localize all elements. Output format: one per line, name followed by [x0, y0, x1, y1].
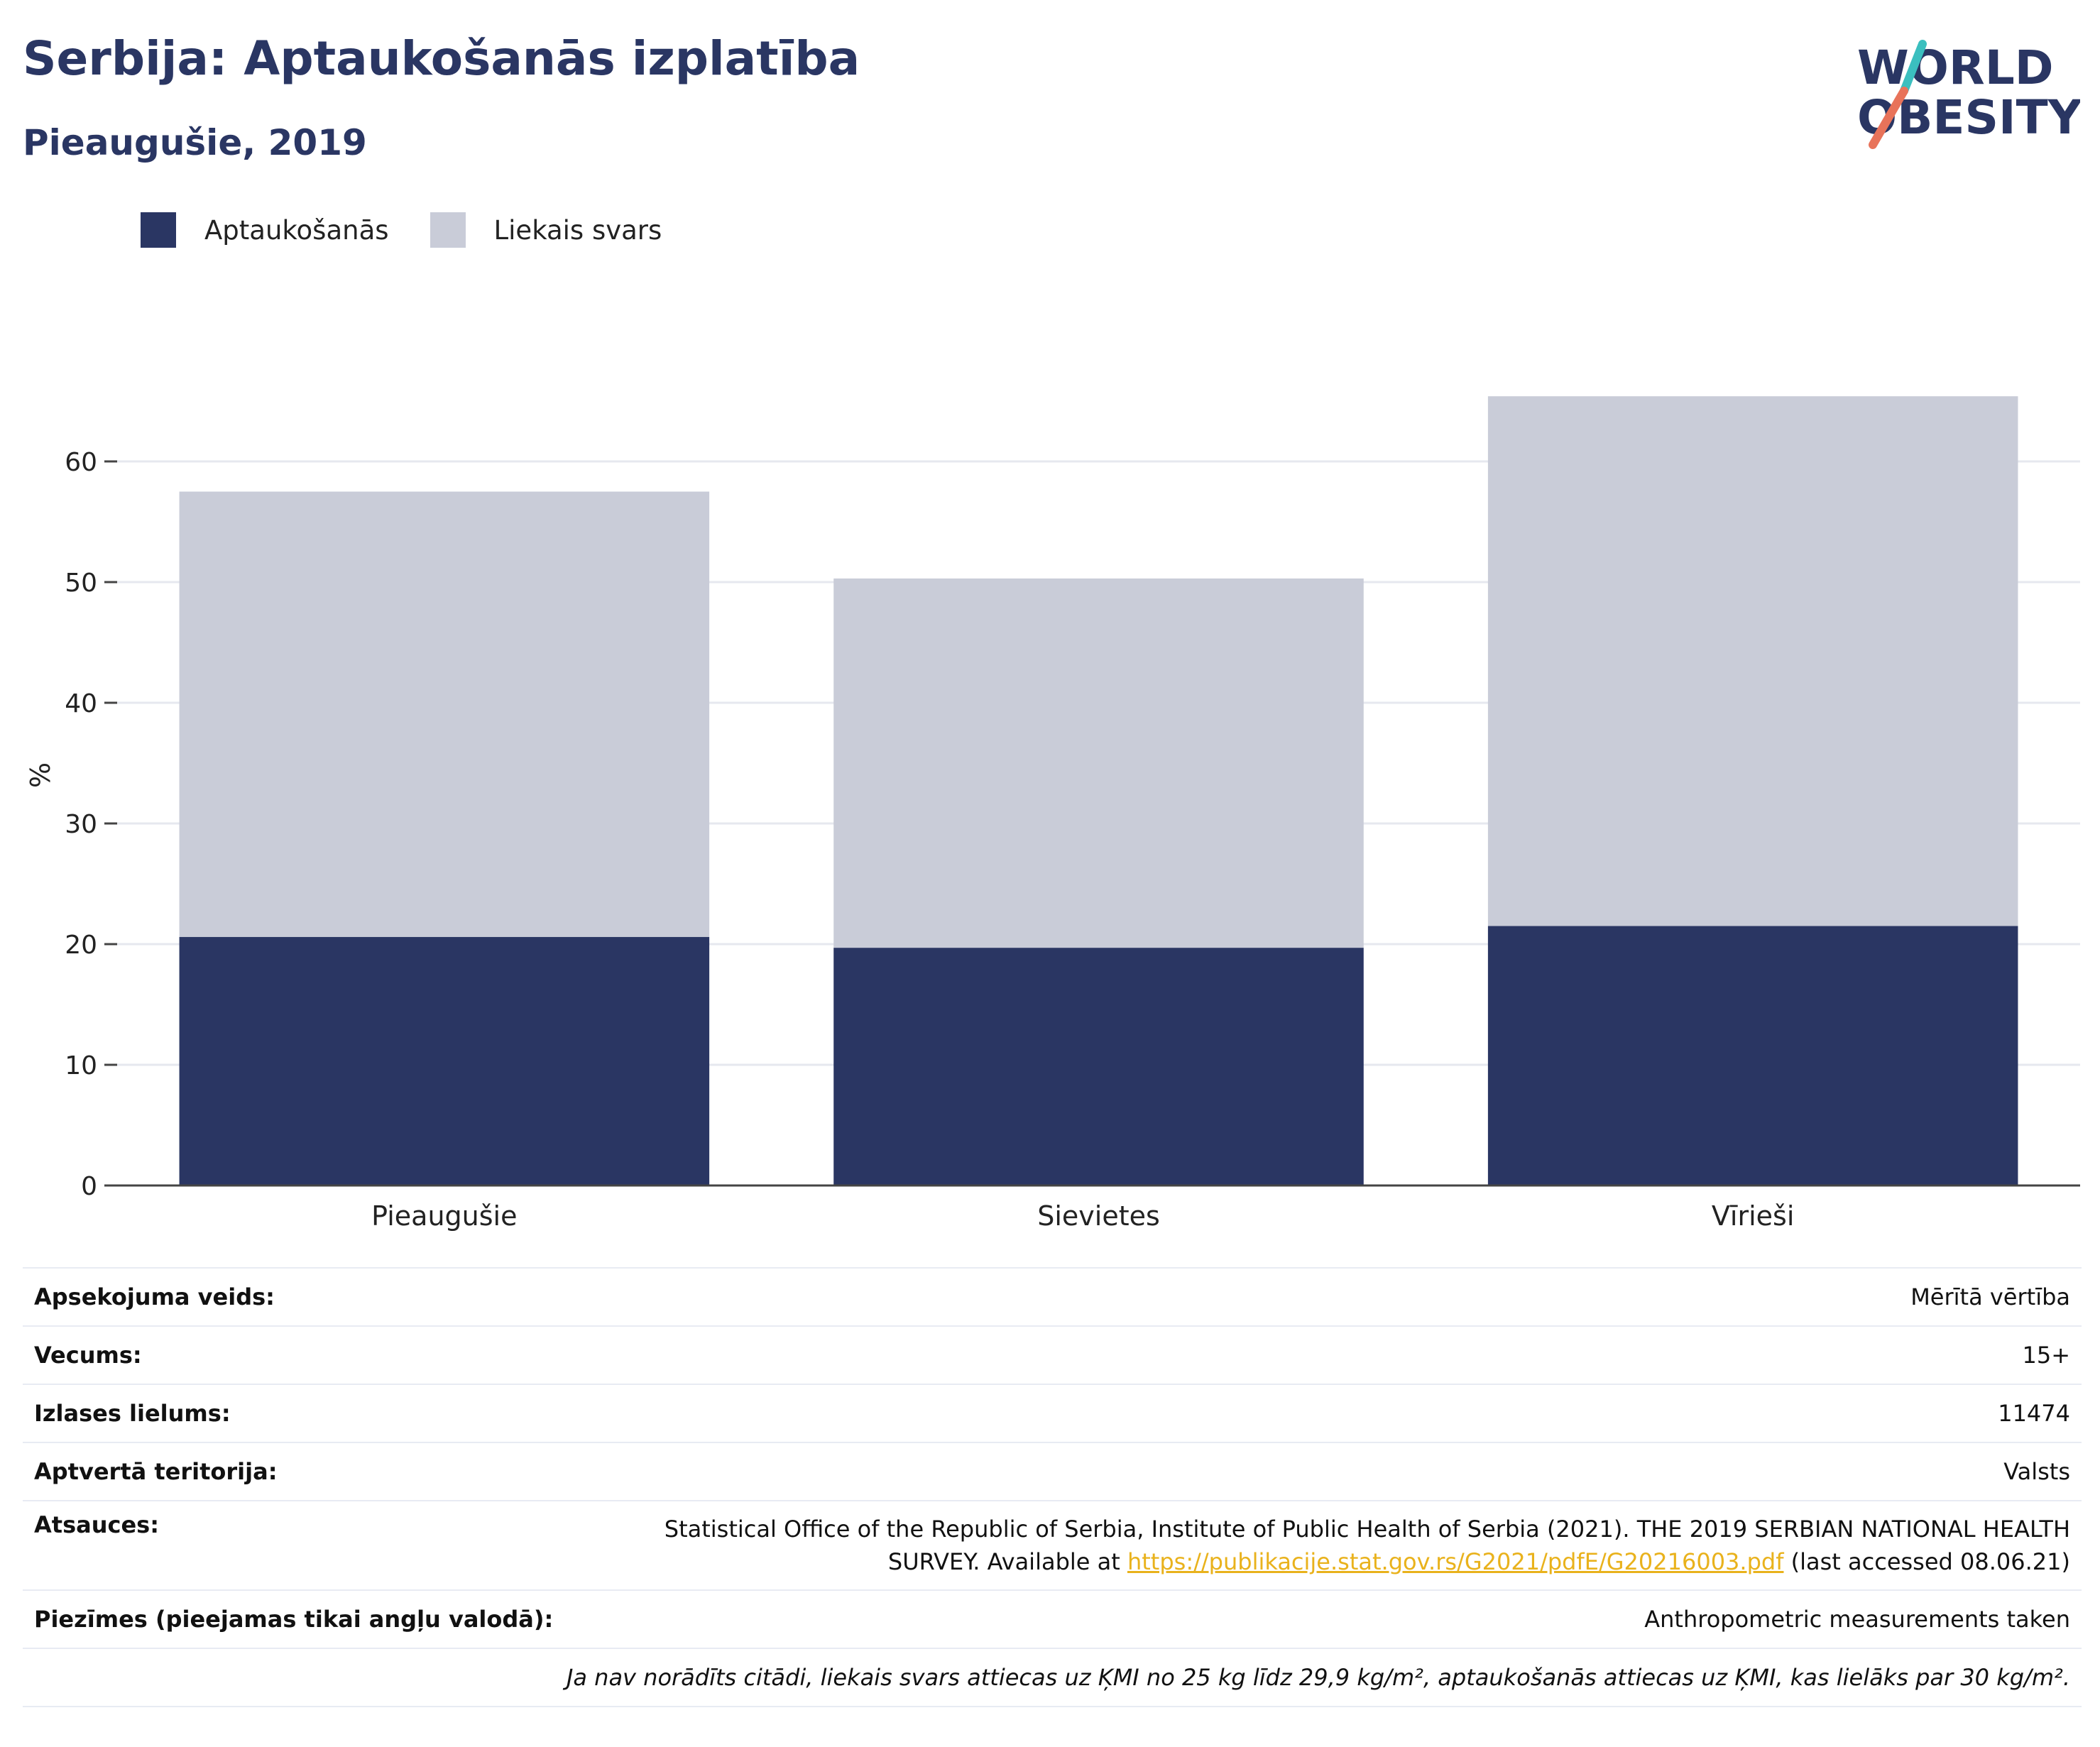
bar-obesity[interactable]	[1487, 926, 2018, 1186]
y-tick-label: 10	[65, 1051, 97, 1080]
table-row: Atsauces: Statistical Office of the Repu…	[23, 1500, 2082, 1590]
chart-legend: Aptaukošanās Liekais svars	[141, 210, 703, 250]
legend-swatch-overweight	[430, 212, 466, 248]
references-link[interactable]: https://publikacije.stat.gov.rs/G2021/pd…	[1127, 1548, 1784, 1575]
table-row: Piezīmes (pieejamas tikai angļu valodā):…	[23, 1589, 2082, 1648]
x-axis-ticks: Pieaugušie Sievietes Vīrieši	[117, 1184, 2080, 1232]
references-text-3: (last accessed 08.06.21)	[1783, 1548, 2070, 1575]
definition-footnote: Ja nav norādīts citādi, liekais svars at…	[23, 1648, 2082, 1707]
table-row: Aptvertā teritorija: Valsts	[23, 1442, 2082, 1501]
legend-item-overweight[interactable]: Liekais svars	[430, 212, 662, 248]
bar-overweight[interactable]	[179, 491, 710, 937]
survey-details-table: Apsekojuma veids: Mērītā vērtība Vecums:…	[23, 1267, 2082, 1707]
logo-slash-top	[1900, 40, 1927, 95]
x-tick-label: Sievietes	[1037, 1200, 1160, 1232]
survey-type-value: Mērītā vērtība	[585, 1267, 2082, 1326]
age-value: 15+	[585, 1325, 2082, 1384]
y-tick-label: 40	[65, 689, 97, 718]
bar-overweight[interactable]	[1487, 396, 2018, 926]
legend-label-overweight: Liekais svars	[493, 214, 662, 246]
logo-slash-bottom	[1869, 87, 1908, 149]
bar-obesity[interactable]	[179, 936, 710, 1185]
y-tick-label: 50	[65, 569, 97, 598]
table-row: Izlases lielums: 11474	[23, 1384, 2082, 1442]
area-label: Aptvertā teritorija:	[23, 1442, 585, 1501]
chart-bars	[179, 396, 2018, 1186]
notes-label: Piezīmes (pieejamas tikai angļu valodā):	[23, 1589, 585, 1648]
references-text-2: SURVEY. Available at	[887, 1548, 1127, 1575]
area-value: Valsts	[585, 1442, 2082, 1501]
x-tick-label: Vīrieši	[1712, 1200, 1794, 1232]
survey-type-label: Apsekojuma veids:	[23, 1267, 585, 1326]
x-tick-label: Pieaugušie	[371, 1200, 517, 1232]
bar-obesity[interactable]	[833, 948, 1364, 1185]
y-axis-ticks: 0 10 20 30 40 50 60	[65, 448, 117, 1201]
y-tick-label: 0	[81, 1172, 97, 1201]
legend-item-obesity[interactable]: Aptaukošanās	[141, 212, 389, 248]
references-label: Atsauces:	[23, 1500, 585, 1590]
age-label: Vecums:	[23, 1325, 585, 1384]
y-tick-label: 20	[65, 931, 97, 960]
references-value: Statistical Office of the Republic of Se…	[585, 1500, 2082, 1590]
y-tick-label: 30	[65, 810, 97, 839]
sample-size-label: Izlases lielums:	[23, 1384, 585, 1442]
table-row: Vecums: 15+	[23, 1325, 2082, 1384]
y-axis-label: %	[25, 762, 56, 788]
stacked-bar-chart: 0 10 20 30 40 50 60 Pieaugušie Sievietes Vīrieši…	[25, 396, 2080, 1232]
y-tick-label: 60	[65, 448, 97, 477]
table-row: Ja nav norādīts citādi, liekais svars at…	[23, 1648, 2082, 1707]
notes-value: Anthropometric measurements taken	[585, 1589, 2082, 1648]
sample-size-value: 11474	[585, 1384, 2082, 1442]
references-text-1: Statistical Office of the Republic of Se…	[664, 1516, 2070, 1543]
world-obesity-logo: WORLD OBESITY	[1857, 40, 2080, 149]
table-row: Apsekojuma veids: Mērītā vērtība	[23, 1267, 2082, 1326]
legend-label-obesity: Aptaukošanās	[204, 214, 389, 246]
page-title: Serbija: Aptaukošanās izplatība	[23, 31, 860, 86]
page-subtitle: Pieaugušie, 2019	[23, 122, 367, 163]
logo-line-1: WORLD	[1857, 40, 2054, 95]
legend-swatch-obesity	[141, 212, 176, 248]
bar-overweight[interactable]	[833, 578, 1364, 948]
